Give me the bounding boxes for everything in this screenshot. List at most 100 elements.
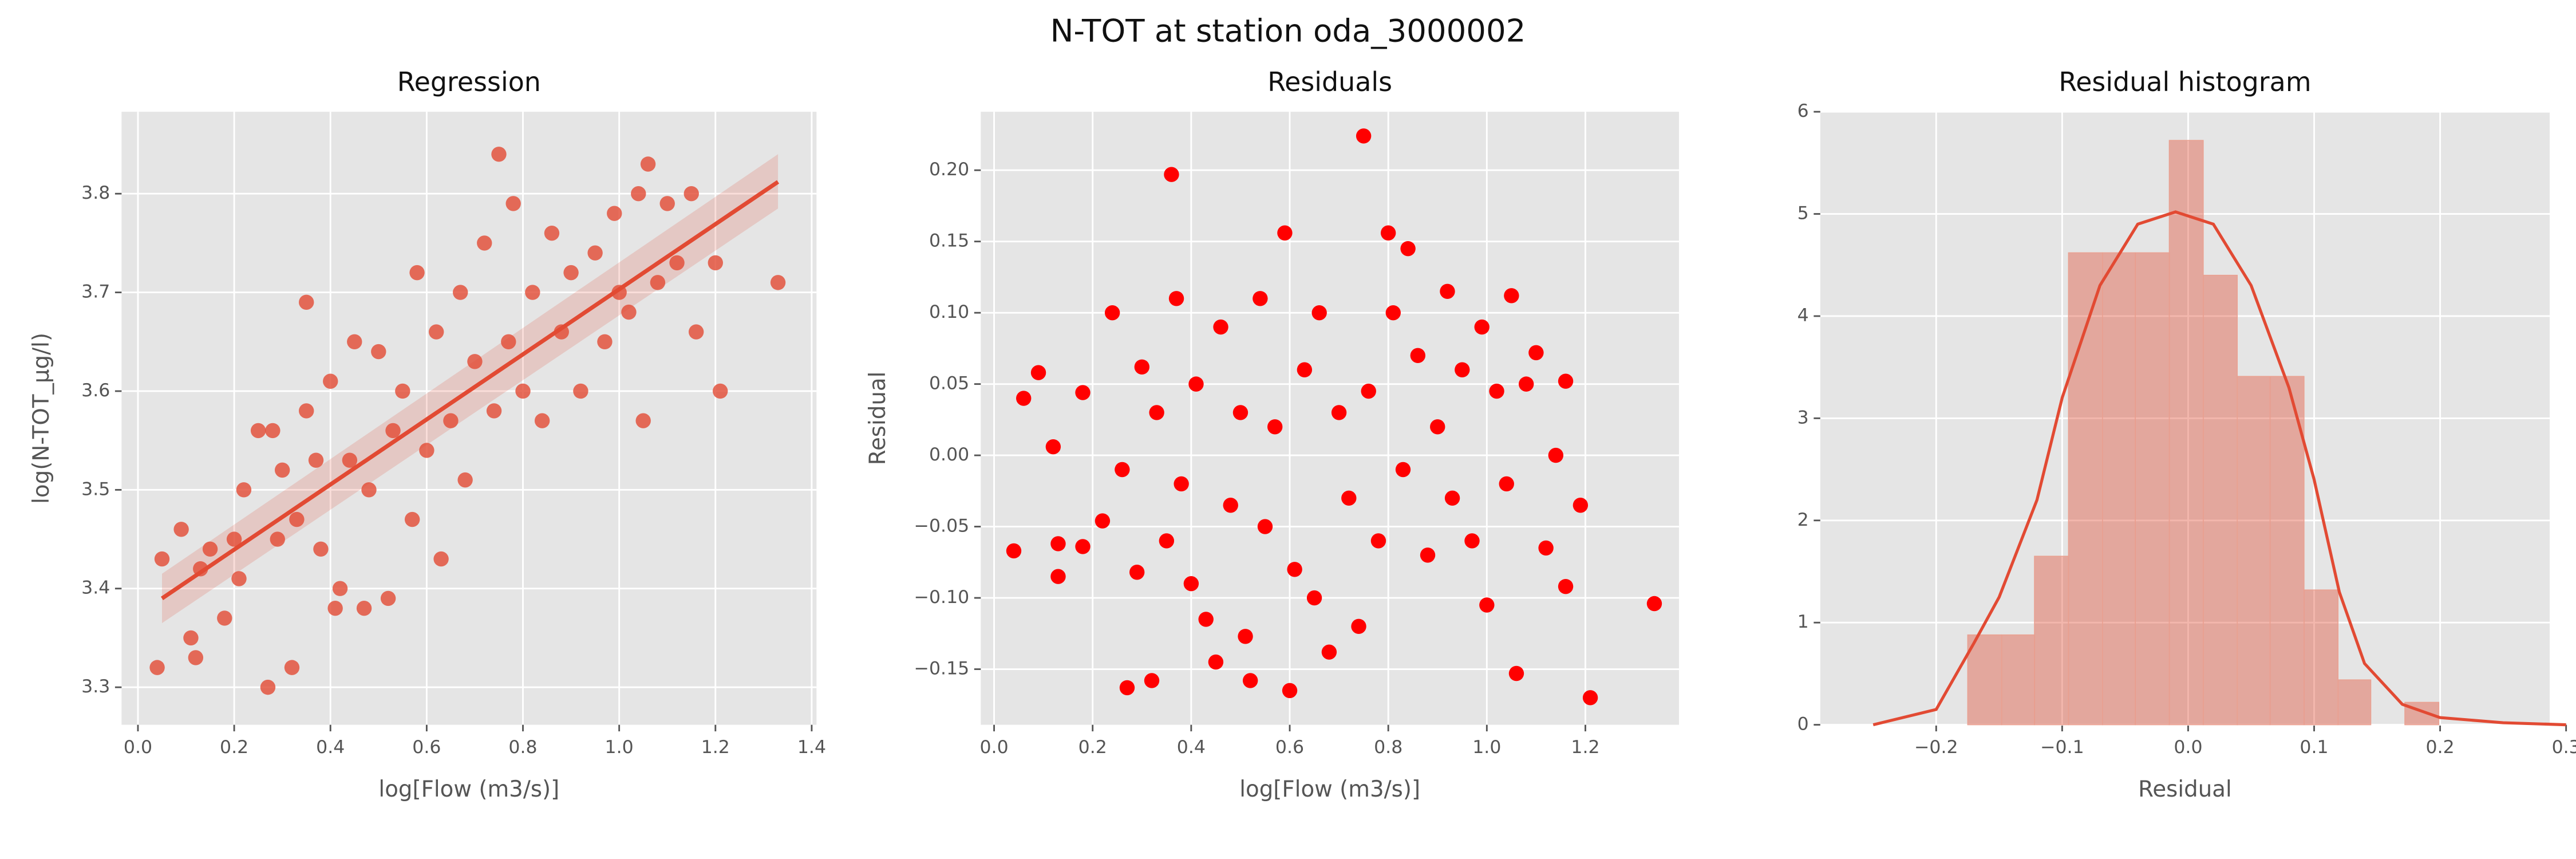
scatter-point xyxy=(1455,362,1470,377)
scatter-point xyxy=(1646,596,1662,612)
scatter-point xyxy=(236,482,252,498)
scatter-point xyxy=(1045,439,1061,455)
scatter-point xyxy=(1050,569,1066,584)
scatter-point xyxy=(1479,597,1495,613)
scatter-point xyxy=(1528,345,1544,361)
scatter-point xyxy=(1518,376,1534,392)
histogram-bar xyxy=(2001,634,2035,726)
histogram-bar xyxy=(2135,252,2170,726)
panel-title: Residuals xyxy=(1267,66,1392,97)
scatter-point xyxy=(1464,533,1480,549)
scatter-point xyxy=(149,660,165,675)
scatter-point xyxy=(1331,405,1347,420)
panel-title: Residual histogram xyxy=(2059,66,2311,97)
scatter-point xyxy=(270,531,285,547)
histogram-bar xyxy=(2337,679,2372,726)
scatter-point xyxy=(1174,476,1189,492)
scatter-point xyxy=(635,413,651,428)
scatter-point xyxy=(563,265,579,281)
scatter-point xyxy=(1183,576,1199,592)
scatter-point xyxy=(467,354,483,369)
scatter-point xyxy=(505,196,521,211)
y-tick-label: 6 xyxy=(1797,101,1809,121)
scatter-point xyxy=(1095,513,1111,529)
y-tick-label: 3.5 xyxy=(81,479,110,499)
scatter-point xyxy=(1134,359,1150,375)
panel: 0.0 0.2 0.4 0.6 0.8 1.0 1.2 −0.15 −0.10 −0.05 0.00… xyxy=(865,66,1680,802)
scatter-point xyxy=(154,551,170,567)
scatter-point xyxy=(1144,673,1160,688)
scatter-point xyxy=(260,679,276,695)
scatter-point xyxy=(1430,419,1445,435)
scatter-point xyxy=(1474,319,1490,335)
scatter-point xyxy=(443,413,459,428)
scatter-point xyxy=(356,601,372,616)
histogram-bar xyxy=(2269,376,2305,726)
scatter-point xyxy=(332,581,348,596)
scatter-point xyxy=(659,196,675,211)
scatter-point xyxy=(1223,498,1238,513)
x-tick-label: 0.8 xyxy=(508,737,537,758)
x-tick-label: 0.1 xyxy=(2300,737,2328,758)
scatter-point xyxy=(1257,519,1273,534)
scatter-point xyxy=(770,275,786,290)
scatter-point xyxy=(385,423,401,439)
scatter-point xyxy=(1370,533,1386,549)
x-tick-label: 0.2 xyxy=(2426,737,2455,758)
scatter-point xyxy=(1440,283,1455,300)
scatter-point xyxy=(183,630,199,646)
histogram-bar xyxy=(2034,555,2069,726)
scatter-point xyxy=(1277,225,1293,241)
plot-background xyxy=(981,112,1680,725)
scatter-point xyxy=(1104,305,1120,321)
scatter-point xyxy=(1253,291,1268,306)
x-axis-label: log[Flow (m3/s)] xyxy=(378,777,559,802)
scatter-point xyxy=(607,206,622,221)
scatter-point xyxy=(1267,419,1283,435)
y-tick-label: 3.8 xyxy=(81,183,110,203)
scatter-point xyxy=(453,285,468,300)
scatter-point xyxy=(534,413,550,428)
scatter-point xyxy=(1306,590,1322,606)
x-tick-label: 0.3 xyxy=(2552,737,2576,758)
scatter-point xyxy=(1159,533,1175,549)
scatter-point xyxy=(1188,376,1204,392)
scatter-point xyxy=(683,186,699,202)
scatter-point xyxy=(1016,391,1032,406)
scatter-point xyxy=(1356,128,1372,144)
x-tick-label: 0.6 xyxy=(412,737,441,758)
scatter-point xyxy=(342,452,358,468)
y-axis-label: Residual xyxy=(865,372,891,466)
scatter-point xyxy=(1075,539,1091,554)
scatter-point xyxy=(669,255,685,271)
scatter-point xyxy=(380,590,396,606)
scatter-point xyxy=(284,660,300,675)
scatter-point xyxy=(1198,612,1214,627)
scatter-point xyxy=(1119,680,1135,696)
x-tick-label: 1.4 xyxy=(797,737,826,758)
x-tick-label: 0.0 xyxy=(979,737,1008,758)
scatter-point xyxy=(395,383,410,399)
scatter-point xyxy=(1538,540,1554,556)
scatter-point xyxy=(491,147,507,162)
y-tick-label: −0.10 xyxy=(914,587,970,608)
scatter-point xyxy=(525,285,540,300)
scatter-point xyxy=(289,511,305,527)
scatter-point xyxy=(361,482,377,498)
y-axis-label: log(N-TOT_µg/l) xyxy=(29,333,54,504)
panel: 0.0 0.2 0.4 0.6 0.8 1.0 1.2 1.4 3.3 3.4 3.5 3.6 3.7 3… xyxy=(29,66,826,802)
scatter-point xyxy=(217,610,232,626)
scatter-point xyxy=(1242,673,1258,688)
scatter-point xyxy=(1164,167,1179,182)
scatter-point xyxy=(1232,405,1249,420)
scatter-point xyxy=(1282,683,1298,699)
scatter-point xyxy=(587,245,603,261)
x-tick-label: 0.4 xyxy=(1177,737,1206,758)
scatter-point xyxy=(371,344,386,360)
scatter-point xyxy=(226,531,242,547)
scatter-point xyxy=(1149,405,1164,420)
scatter-point xyxy=(347,334,362,349)
x-tick-label: 1.0 xyxy=(1472,737,1501,758)
x-tick-label: 1.2 xyxy=(1571,737,1599,758)
x-tick-label: 1.0 xyxy=(605,737,634,758)
